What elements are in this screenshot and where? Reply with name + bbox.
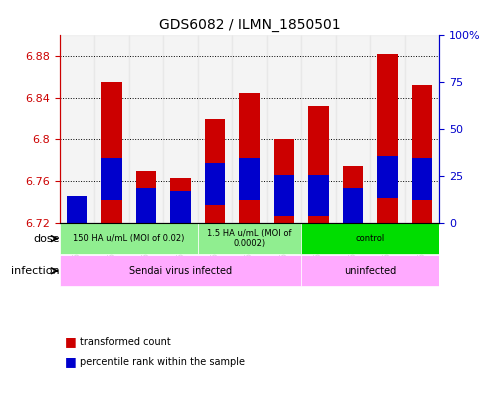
Bar xyxy=(101,82,122,222)
Text: 1.5 HA u/mL (MOI of
0.0002): 1.5 HA u/mL (MOI of 0.0002) xyxy=(207,229,292,248)
Bar xyxy=(239,93,260,222)
Bar xyxy=(198,35,232,222)
FancyBboxPatch shape xyxy=(198,223,301,254)
Bar xyxy=(205,163,226,205)
Bar xyxy=(377,156,398,198)
Bar xyxy=(377,54,398,222)
Bar xyxy=(370,35,405,222)
Bar xyxy=(412,158,432,200)
FancyBboxPatch shape xyxy=(60,255,301,286)
Bar xyxy=(101,158,122,200)
FancyBboxPatch shape xyxy=(301,223,439,254)
Bar xyxy=(405,35,439,222)
Bar xyxy=(336,35,370,222)
Text: Sendai virus infected: Sendai virus infected xyxy=(129,266,232,276)
Text: control: control xyxy=(356,234,385,243)
Bar xyxy=(67,195,87,237)
Bar xyxy=(170,191,191,233)
Title: GDS6082 / ILMN_1850501: GDS6082 / ILMN_1850501 xyxy=(159,18,340,31)
Bar xyxy=(343,166,363,222)
Bar xyxy=(301,35,336,222)
FancyBboxPatch shape xyxy=(60,223,198,254)
Text: ■: ■ xyxy=(65,335,77,349)
Text: transformed count: transformed count xyxy=(80,337,171,347)
Bar xyxy=(129,35,163,222)
Text: 150 HA u/mL (MOI of 0.02): 150 HA u/mL (MOI of 0.02) xyxy=(73,234,185,243)
Bar xyxy=(136,188,156,230)
Bar xyxy=(136,171,156,222)
Bar xyxy=(239,158,260,200)
Text: ■: ■ xyxy=(65,355,77,368)
Bar xyxy=(308,175,329,216)
Text: dose: dose xyxy=(33,233,60,244)
Bar xyxy=(170,178,191,222)
Bar xyxy=(94,35,129,222)
Text: percentile rank within the sample: percentile rank within the sample xyxy=(80,356,245,367)
Bar xyxy=(67,212,87,222)
Bar xyxy=(308,106,329,222)
Text: infection: infection xyxy=(11,266,60,276)
Bar xyxy=(273,175,294,216)
Bar xyxy=(412,85,432,222)
Bar xyxy=(273,140,294,222)
Bar xyxy=(343,188,363,230)
Bar xyxy=(60,35,94,222)
FancyBboxPatch shape xyxy=(301,255,439,286)
Bar xyxy=(267,35,301,222)
Bar xyxy=(163,35,198,222)
Bar xyxy=(205,119,226,222)
Text: uninfected: uninfected xyxy=(344,266,396,276)
Bar xyxy=(232,35,267,222)
